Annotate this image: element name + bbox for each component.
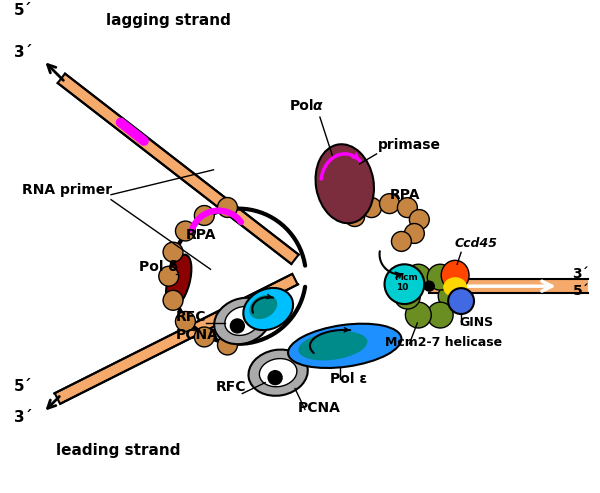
Ellipse shape xyxy=(243,288,293,330)
Ellipse shape xyxy=(441,260,469,290)
Circle shape xyxy=(427,302,453,328)
Circle shape xyxy=(362,198,382,217)
Circle shape xyxy=(163,290,183,310)
Ellipse shape xyxy=(225,307,260,335)
Circle shape xyxy=(345,207,365,226)
Text: PCNA: PCNA xyxy=(298,401,341,416)
Ellipse shape xyxy=(298,331,367,360)
Text: lagging strand: lagging strand xyxy=(106,13,231,28)
Text: 3´: 3´ xyxy=(14,45,32,61)
Circle shape xyxy=(391,232,412,251)
Circle shape xyxy=(175,221,196,241)
Circle shape xyxy=(404,223,424,244)
Circle shape xyxy=(406,302,431,328)
Circle shape xyxy=(438,283,464,309)
Ellipse shape xyxy=(443,277,467,297)
Circle shape xyxy=(268,371,282,385)
Text: RPA: RPA xyxy=(389,188,420,202)
Circle shape xyxy=(159,266,179,286)
Text: PCNA: PCNA xyxy=(176,328,218,342)
Circle shape xyxy=(163,242,183,262)
Text: RFC: RFC xyxy=(176,310,206,324)
Text: 5´: 5´ xyxy=(14,2,32,18)
Text: Mcm: Mcm xyxy=(394,273,418,282)
Circle shape xyxy=(385,264,424,304)
Circle shape xyxy=(427,264,453,290)
Circle shape xyxy=(380,194,400,213)
Circle shape xyxy=(175,312,196,331)
Circle shape xyxy=(218,335,238,355)
Circle shape xyxy=(448,288,474,314)
Polygon shape xyxy=(55,274,298,404)
Text: Pol: Pol xyxy=(290,99,314,113)
Text: RPA: RPA xyxy=(185,228,216,243)
Ellipse shape xyxy=(249,295,277,319)
Polygon shape xyxy=(58,73,299,264)
Circle shape xyxy=(230,319,244,333)
Text: Pol δ: Pol δ xyxy=(139,260,178,274)
Text: leading strand: leading strand xyxy=(56,443,181,458)
Text: Mcm2-7 helicase: Mcm2-7 helicase xyxy=(385,336,502,349)
Polygon shape xyxy=(429,279,589,293)
Circle shape xyxy=(406,264,431,290)
Text: 5´: 5´ xyxy=(572,284,589,298)
Text: Ccd45: Ccd45 xyxy=(454,238,497,250)
Text: 10: 10 xyxy=(397,283,409,292)
Text: RNA primer: RNA primer xyxy=(22,183,112,197)
Circle shape xyxy=(409,210,429,229)
Circle shape xyxy=(194,327,214,347)
Ellipse shape xyxy=(316,144,374,223)
Text: 5´: 5´ xyxy=(14,379,32,393)
Text: 3´: 3´ xyxy=(572,267,589,281)
Text: α: α xyxy=(313,99,322,113)
Text: Pol ε: Pol ε xyxy=(330,372,367,386)
Circle shape xyxy=(194,206,214,225)
Circle shape xyxy=(424,281,434,291)
Text: primase: primase xyxy=(377,138,440,152)
Ellipse shape xyxy=(166,254,191,308)
Ellipse shape xyxy=(288,324,401,368)
Circle shape xyxy=(218,198,238,217)
Ellipse shape xyxy=(259,358,297,387)
Ellipse shape xyxy=(248,350,308,396)
Text: 3´: 3´ xyxy=(14,410,32,425)
Text: GINS: GINS xyxy=(459,316,493,329)
Circle shape xyxy=(394,283,421,309)
Ellipse shape xyxy=(214,298,271,344)
Text: RFC: RFC xyxy=(215,380,246,393)
Circle shape xyxy=(397,198,418,217)
